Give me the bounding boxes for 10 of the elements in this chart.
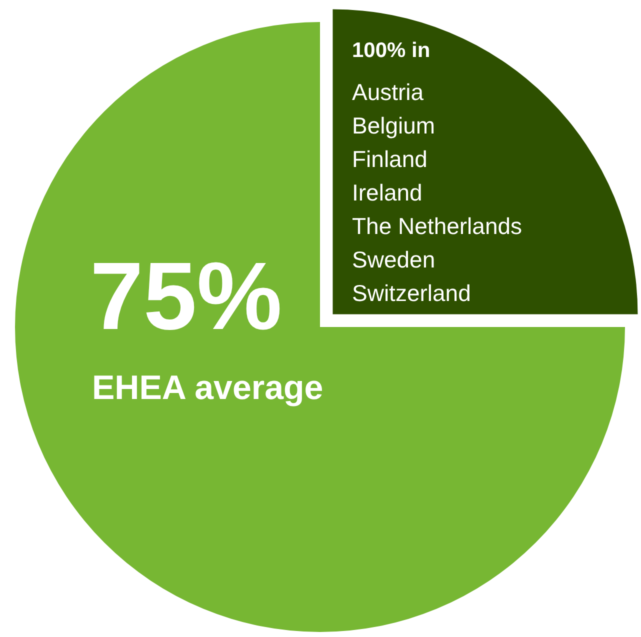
text: Finland [352,146,428,172]
slice-label: 100% in [352,39,430,62]
slice-label: EHEA average [92,369,324,407]
text: The Netherlands [352,213,522,239]
text: Belgium [352,112,436,138]
text: Sweden [352,246,436,272]
text: Austria [352,79,424,105]
text: Ireland [352,180,422,206]
data-label: 75% [90,243,282,350]
text: Switzerland [352,280,471,306]
